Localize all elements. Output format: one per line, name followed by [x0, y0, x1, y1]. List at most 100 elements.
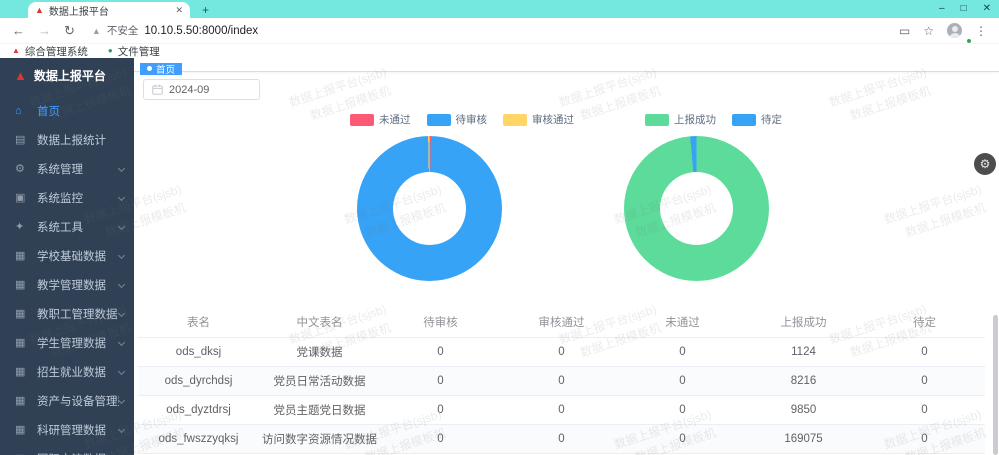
sidebar-item-more-data[interactable]: ▦ 国际交流数据 [0, 444, 134, 455]
sidebar-item-system-tools[interactable]: ✦ 系统工具 [0, 212, 134, 241]
forward-icon[interactable]: → [38, 23, 51, 38]
legend-label: 上报成功 [674, 114, 716, 126]
sidebar-item-teaching-mgmt-data[interactable]: ▦ 教学管理数据 [0, 270, 134, 299]
menu-kebab-icon[interactable]: ⋮ [975, 23, 987, 38]
legend-label: 审核通过 [532, 114, 574, 126]
sidebar-item-system-admin[interactable]: ⚙ 系统管理 [0, 154, 134, 183]
chevron-down-icon [117, 309, 126, 318]
chevron-down-icon [117, 338, 126, 347]
window-controls: – □ ✕ [939, 1, 991, 17]
table-cell: 0 [864, 424, 985, 454]
legend-item[interactable]: 未通过 [350, 112, 411, 127]
bookmark-item-2[interactable]: ● 文件管理 [107, 45, 160, 58]
month-picker-input[interactable]: 2024-09 [143, 79, 260, 100]
sidebar-item-label: 系统管理 [37, 163, 83, 176]
legend-item[interactable]: 待审核 [426, 112, 487, 127]
sidebar-item-student-mgmt-data[interactable]: ▦ 学生管理数据 [0, 328, 134, 357]
sidebar-item-label: 教职工管理数据 [37, 308, 118, 321]
tag-home[interactable]: 首页 [140, 62, 183, 76]
legend-marker [645, 113, 669, 126]
url-field[interactable]: ▲ 不安全 10.10.5.50:8000/index [92, 23, 886, 38]
window-maximize-icon[interactable]: □ [960, 3, 967, 14]
app-title: 数据上报平台 [33, 68, 106, 83]
logo-triangle-icon: ▲ [14, 67, 27, 83]
table-cell: 党员主题党日数据 [259, 395, 380, 425]
settings-fab-button[interactable]: ⚙ [974, 153, 996, 175]
table-cell: 访问数字图书馆资源数据 [259, 453, 380, 455]
legend-item[interactable]: 上报成功 [645, 112, 716, 127]
table-cell: 党员日常活动数据 [259, 366, 380, 396]
app-logo: ▲ 数据上报平台 [0, 58, 134, 92]
table-cell: ods_fwsztsgzysj [138, 453, 259, 455]
table-cell: 访问数字资源情况数据 [259, 424, 380, 454]
table-cell: 77 [743, 453, 864, 455]
chevron-down-icon [117, 164, 126, 173]
research-mgmt-data-icon: ▦ [15, 424, 26, 436]
address-bar-actions: ▭ ☆ ⋮ [899, 23, 987, 38]
table-row[interactable]: ods_fwsztsgzysj访问数字图书馆资源数据7700770 [138, 453, 985, 455]
calendar-icon [152, 84, 163, 95]
bookmark-triangle-icon: ▲ [12, 46, 20, 55]
table-row[interactable]: ods_dksj 党课数据 0 0 0 1124 0 [138, 337, 985, 367]
bookmark-star-icon[interactable]: ☆ [923, 23, 934, 38]
tab-favicon-triangle-icon: ▲ [35, 4, 44, 15]
security-warning-icon[interactable]: ▲ [91, 25, 101, 36]
reload-icon[interactable]: ↻ [64, 22, 75, 38]
browser-tab[interactable]: ▲ 数据上报平台 ✕ [28, 2, 190, 18]
new-tab-button[interactable]: + [202, 3, 210, 17]
table-cell: 0 [501, 424, 622, 454]
sidebar-item-enrollment-data[interactable]: ▦ 招生就业数据 [0, 357, 134, 386]
table-cell: 0 [864, 366, 985, 396]
legend-marker [732, 113, 756, 126]
sidebar-nav: ⌂ 首页 ▤ 数据上报统计 ⚙ 系统管理 ▣ 系统监控 ✦ 系统工具 ▦ 学校基础数据 ▦ 教学管理数据 ▦… [0, 96, 134, 455]
bookmark-item-1[interactable]: ▲ 综合管理系统 [12, 45, 88, 58]
window-minimize-icon[interactable]: – [939, 3, 945, 14]
audit-status-donut-chart[interactable] [357, 136, 502, 281]
table-cell: 0 [501, 453, 622, 455]
page-scrollbar-thumb[interactable] [993, 315, 998, 455]
table-header-row: 表名 中文表名 待审核 审核通过 未通过 上报成功 待定 [138, 308, 985, 338]
table-cell: ods_dyrchdsj [138, 366, 259, 396]
sidebar-item-staff-mgmt-data[interactable]: ▦ 教职工管理数据 [0, 299, 134, 328]
sidebar-item-asset-equipment-data[interactable]: ▦ 资产与设备管理数据 [0, 386, 134, 415]
back-icon[interactable]: ← [12, 23, 25, 38]
table-row[interactable]: ods_dyztdrsj 党员主题党日数据 0 0 0 9850 0 [138, 395, 985, 425]
sidebar-item-label: 系统工具 [37, 221, 83, 234]
table-cell: 0 [622, 453, 743, 455]
sidebar-item-label: 首页 [37, 105, 60, 118]
bookmark-dot-icon: ● [107, 46, 113, 55]
legend-label: 待定 [761, 114, 782, 126]
cast-icon[interactable]: ▭ [898, 23, 911, 38]
table-cell: ods_dyztdrsj [138, 395, 259, 425]
table-row[interactable]: ods_dyrchdsj 党员日常活动数据 0 0 0 8216 0 [138, 366, 985, 396]
more-data-icon: ▦ [15, 452, 29, 455]
table-cell: 0 [622, 424, 743, 454]
report-status-donut-chart[interactable] [624, 136, 769, 281]
table-body: ods_dksj 党课数据 0 0 0 1124 0 ods_dyrchdsj 党员日常活动数据… [138, 337, 985, 455]
table-column-header: 审核通过 [538, 317, 585, 329]
sidebar-item-school-basic-data[interactable]: ▦ 学校基础数据 [0, 241, 134, 270]
table-cell: ods_dksj [138, 337, 259, 367]
sidebar-item-label: 招生就业数据 [37, 366, 106, 379]
enrollment-data-icon: ▦ [15, 366, 26, 378]
profile-status-dot [966, 38, 972, 44]
sidebar-item-home[interactable]: ⌂ 首页 [0, 96, 134, 125]
sidebar-item-report-statistics[interactable]: ▤ 数据上报统计 [0, 125, 134, 154]
system-monitor-icon: ▣ [15, 192, 26, 204]
legend-item[interactable]: 待定 [732, 112, 782, 127]
table-cell: 9850 [743, 395, 864, 425]
main-content: 首页 2024-09 未通过 待审核 审核通过 上报成功 待定 表名 中文表名 [134, 58, 999, 455]
tab-close-icon[interactable]: ✕ [175, 4, 183, 15]
profile-avatar[interactable] [947, 23, 962, 38]
window-close-icon[interactable]: ✕ [982, 3, 991, 14]
filter-row: 2024-09 [134, 72, 999, 100]
legend-item[interactable]: 审核通过 [503, 112, 574, 127]
tags-view-strip: 首页 [134, 58, 999, 76]
asset-equipment-data-icon: ▦ [15, 395, 26, 407]
table-row[interactable]: ods_fwszzyqksj 访问数字资源情况数据 0 0 0 169075 0 [138, 424, 985, 454]
table-cell: 0 [380, 395, 501, 425]
sidebar-item-label: 学校基础数据 [37, 250, 106, 263]
sidebar-item-research-mgmt-data[interactable]: ▦ 科研管理数据 [0, 415, 134, 444]
sidebar-item-system-monitor[interactable]: ▣ 系统监控 [0, 183, 134, 212]
sidebar-item-label: 教学管理数据 [37, 279, 106, 292]
